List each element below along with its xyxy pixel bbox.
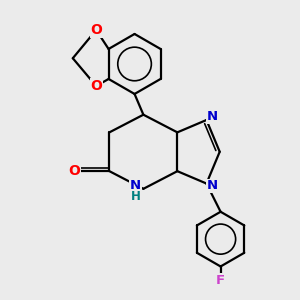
- Text: N: N: [207, 110, 218, 123]
- Text: F: F: [216, 274, 225, 287]
- Text: H: H: [130, 190, 140, 203]
- Text: O: O: [90, 23, 102, 37]
- Text: O: O: [90, 79, 102, 93]
- Text: O: O: [68, 164, 80, 178]
- Text: N: N: [130, 179, 141, 192]
- Text: N: N: [207, 179, 218, 192]
